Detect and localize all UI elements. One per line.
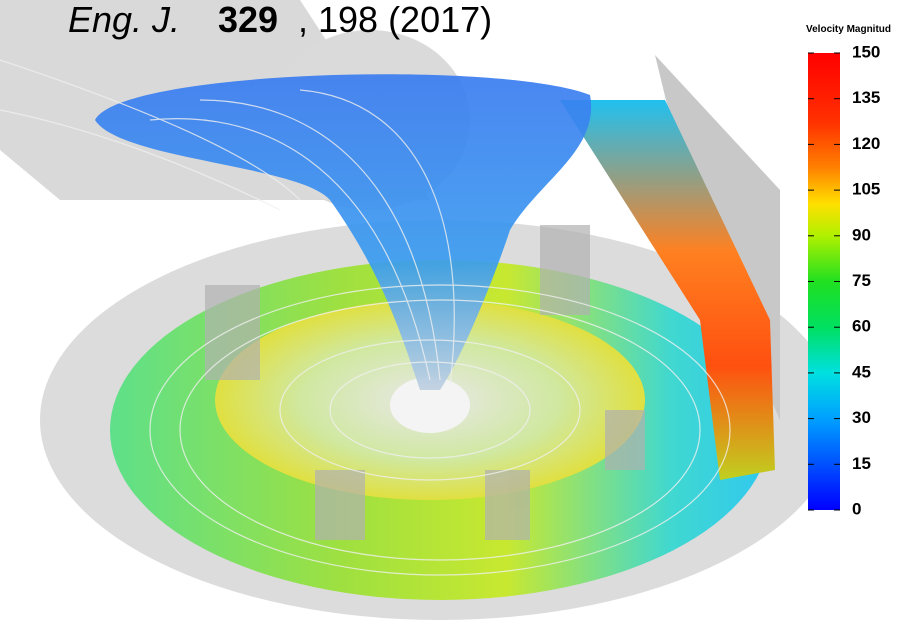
cfd-render: [0, 0, 840, 620]
citation-volume: 329: [218, 0, 278, 40]
colorbar-tick-label: 60: [852, 317, 871, 336]
colorbar-title: Velocity Magnitud: [806, 24, 891, 35]
colorbar-tick-label: 75: [852, 271, 871, 290]
colorbar-tick-label: 105: [852, 180, 880, 199]
figure: Eng. J. 329 , 198 (2017) Velocity Magnit…: [0, 0, 912, 624]
colorbar-tick-label: 135: [852, 88, 880, 107]
colorbar-tick-label: 30: [852, 408, 871, 427]
citation-pages: , 198 (2017): [298, 0, 492, 40]
colorbar-tick-label: 15: [852, 454, 871, 473]
colorbar-tick-label: 150: [852, 42, 880, 61]
colorbar-tick-label: 0: [852, 499, 861, 518]
citation-journal: Eng. J.: [68, 0, 180, 40]
colorbar-tick-label: 120: [852, 134, 880, 153]
colorbar-tick-label: 90: [852, 225, 871, 244]
colorbar-tick-label: 45: [852, 362, 871, 381]
